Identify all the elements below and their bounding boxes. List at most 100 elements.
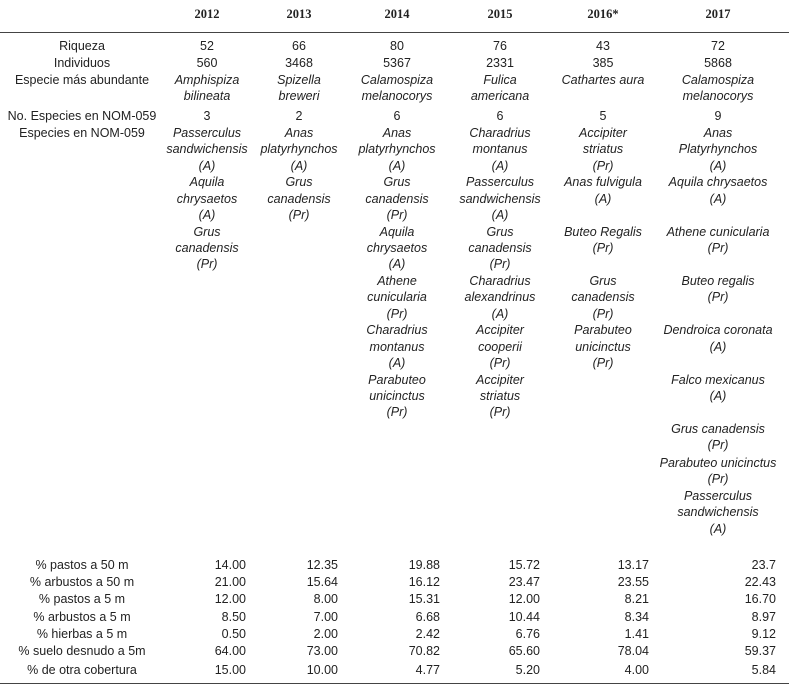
species-line: (A) bbox=[290, 158, 308, 173]
species-line: canadensis bbox=[175, 241, 239, 255]
species-line: (Pr) bbox=[489, 405, 511, 420]
species-line: (Pr) bbox=[707, 290, 729, 305]
cell-line: Calamospiza bbox=[360, 73, 434, 87]
species-line: striatus bbox=[479, 388, 521, 403]
species-line: alexandrinus bbox=[464, 290, 536, 305]
column-header: 2013 bbox=[286, 7, 312, 21]
bottom-rule bbox=[0, 683, 789, 684]
cell: 59.37 bbox=[744, 644, 776, 658]
species-line: montanus bbox=[369, 339, 425, 354]
column-header: 2017 bbox=[705, 7, 731, 21]
species-line: Charadrius bbox=[469, 126, 531, 140]
species-line: Falco mexicanus bbox=[671, 372, 765, 387]
species-line: cooperii bbox=[478, 339, 522, 354]
species-line: (Pr) bbox=[707, 241, 729, 255]
species-line: Charadrius bbox=[366, 323, 428, 338]
cell: 9.12 bbox=[751, 627, 776, 641]
cell: 6.68 bbox=[415, 610, 440, 624]
cell: 15.00 bbox=[214, 663, 246, 677]
cell: 64.00 bbox=[214, 644, 246, 658]
cell-line: melanocorys bbox=[682, 89, 754, 104]
cell: 10.00 bbox=[306, 663, 338, 677]
species-line: chrysaetos bbox=[176, 191, 238, 206]
species-line: Aquila bbox=[379, 224, 415, 239]
row-label: No. Especies en NOM-059 bbox=[7, 109, 157, 123]
species-line: Grus bbox=[285, 175, 313, 190]
cell: 3 bbox=[203, 109, 211, 123]
cell: 8.21 bbox=[624, 592, 649, 606]
cell: 2 bbox=[295, 109, 303, 123]
cell: 385 bbox=[592, 56, 614, 70]
cell: 6 bbox=[393, 109, 401, 123]
species-line: Aquila chrysaetos bbox=[668, 175, 768, 190]
cell: 43 bbox=[596, 39, 610, 53]
row-label: % suelo desnudo a 5m bbox=[18, 644, 146, 658]
row-label: % de otra cobertura bbox=[27, 663, 137, 677]
cell: 23.7 bbox=[751, 558, 776, 572]
species-line: (A) bbox=[198, 208, 216, 223]
cell: 15.31 bbox=[408, 592, 440, 606]
species-line: (Pr) bbox=[386, 306, 408, 321]
cell: 10.44 bbox=[508, 610, 540, 624]
cell-line: Fulica bbox=[483, 73, 517, 87]
species-line: Buteo regalis bbox=[681, 273, 755, 288]
species-line: Accipiter bbox=[476, 372, 524, 387]
cell: 8.50 bbox=[221, 610, 246, 624]
species-line: platyrhynchos bbox=[260, 142, 338, 157]
species-line: Grus bbox=[486, 224, 514, 239]
header-rule bbox=[0, 32, 789, 33]
species-line: (A) bbox=[709, 191, 727, 206]
cell-line: breweri bbox=[278, 89, 320, 104]
cell: 15.64 bbox=[306, 575, 338, 589]
cell: 23.47 bbox=[508, 575, 540, 589]
species-line: sandwichensis bbox=[677, 505, 759, 520]
species-line: cunicularia bbox=[367, 290, 427, 305]
cell-line: Amphispiza bbox=[174, 73, 240, 87]
cell: 8.00 bbox=[313, 592, 338, 606]
cell: 5.20 bbox=[515, 663, 540, 677]
species-line: Anas fulvigula bbox=[564, 175, 642, 190]
species-line: Aquila bbox=[189, 175, 225, 190]
species-line: (A) bbox=[388, 158, 406, 173]
species-line: (A) bbox=[594, 191, 612, 206]
cell: 8.34 bbox=[624, 610, 649, 624]
cell: 12.35 bbox=[306, 558, 338, 572]
cell: 560 bbox=[196, 56, 218, 70]
cell: 76 bbox=[493, 39, 507, 53]
row-label: % pastos a 50 m bbox=[35, 558, 129, 572]
species-line: Passerculus bbox=[172, 126, 242, 140]
row-label: % pastos a 5 m bbox=[38, 592, 126, 606]
species-line: unicinctus bbox=[575, 339, 631, 354]
cell-line: Calamospiza bbox=[681, 73, 755, 87]
species-line: Buteo Regalis bbox=[564, 224, 642, 239]
species-line: (Pr) bbox=[196, 257, 218, 272]
species-line: (A) bbox=[388, 356, 406, 370]
species-line: Accipiter bbox=[476, 323, 524, 338]
species-line: Grus bbox=[383, 175, 411, 190]
species-line: sandwichensis bbox=[166, 142, 248, 157]
row-label: % arbustos a 5 m bbox=[33, 610, 131, 624]
species-line: Grus bbox=[589, 273, 617, 288]
species-line: Athene cunicularia bbox=[666, 224, 770, 239]
cell-line: bilineata bbox=[183, 89, 231, 104]
cell: 65.60 bbox=[508, 644, 540, 658]
species-line: platyrhynchos bbox=[358, 142, 436, 157]
cell: 4.77 bbox=[415, 663, 440, 677]
species-line: (Pr) bbox=[707, 438, 729, 453]
species-line: (A) bbox=[491, 208, 509, 223]
cell: 6 bbox=[496, 109, 504, 123]
species-line: (Pr) bbox=[707, 472, 729, 487]
species-line: Parabuteo bbox=[574, 323, 632, 338]
species-line: (A) bbox=[388, 257, 406, 272]
species-line: (A) bbox=[198, 158, 216, 173]
cell-line: americana bbox=[470, 89, 530, 104]
cell: 70.82 bbox=[408, 644, 440, 658]
species-line: Grus canadensis bbox=[671, 422, 765, 436]
cell: 66 bbox=[292, 39, 306, 53]
cell: 73.00 bbox=[306, 644, 338, 658]
cell: 9 bbox=[714, 109, 722, 123]
species-line: chrysaetos bbox=[366, 241, 428, 255]
column-header: 2016* bbox=[587, 7, 619, 21]
species-line: (A) bbox=[709, 158, 727, 173]
